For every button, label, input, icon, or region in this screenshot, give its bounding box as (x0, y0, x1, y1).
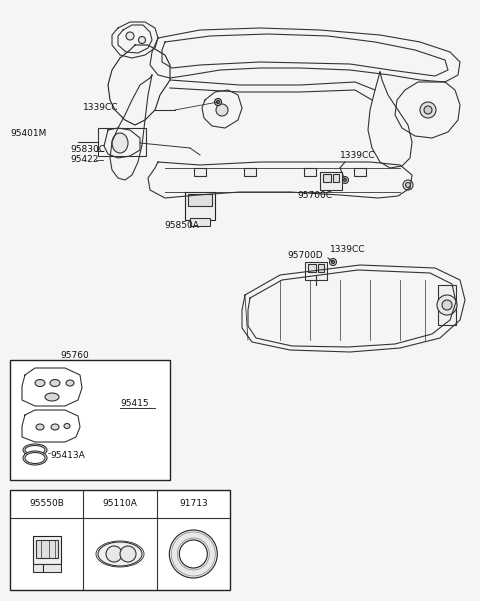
Bar (308, 264, 316, 272)
Ellipse shape (112, 133, 128, 153)
Ellipse shape (169, 530, 217, 578)
Circle shape (126, 32, 134, 40)
Circle shape (216, 100, 219, 103)
Text: 95760: 95760 (60, 350, 89, 359)
Text: 95830C: 95830C (70, 145, 105, 154)
Ellipse shape (66, 380, 74, 386)
Circle shape (437, 295, 457, 315)
Text: 1339CC: 1339CC (83, 103, 119, 112)
Bar (320, 172, 342, 190)
Bar (36, 540, 58, 558)
Text: 95850A: 95850A (165, 222, 199, 231)
Text: 95110A: 95110A (103, 499, 137, 508)
Circle shape (216, 104, 228, 116)
Ellipse shape (36, 424, 44, 430)
Text: 95415: 95415 (120, 400, 149, 409)
Circle shape (341, 177, 348, 183)
Circle shape (420, 102, 436, 118)
Text: 95700C: 95700C (298, 192, 333, 201)
Text: 95422: 95422 (70, 156, 98, 165)
Circle shape (344, 178, 347, 182)
Bar (185, 192, 215, 220)
Bar (305, 262, 327, 280)
Ellipse shape (25, 445, 45, 454)
Text: 1339CC: 1339CC (330, 245, 365, 254)
Circle shape (442, 300, 452, 310)
Ellipse shape (120, 546, 136, 562)
Bar (10, 490, 230, 590)
Ellipse shape (180, 540, 207, 568)
Text: 95413A: 95413A (50, 451, 85, 460)
Bar (33, 536, 60, 564)
Ellipse shape (23, 444, 47, 456)
Bar (10, 360, 170, 480)
Bar (333, 174, 339, 182)
Text: 91713: 91713 (179, 499, 208, 508)
Circle shape (403, 180, 413, 190)
Ellipse shape (23, 451, 47, 465)
Circle shape (406, 183, 410, 188)
Ellipse shape (106, 546, 122, 562)
Circle shape (329, 258, 336, 266)
Bar (318, 264, 324, 272)
Bar (194, 168, 206, 176)
Circle shape (332, 260, 335, 263)
Text: 95700D: 95700D (287, 251, 323, 260)
Circle shape (139, 37, 145, 43)
Bar (98, 128, 146, 156)
Circle shape (424, 106, 432, 114)
Bar (122, 546, 134, 562)
Circle shape (215, 99, 221, 106)
Bar (354, 168, 366, 176)
Bar (188, 194, 212, 206)
Ellipse shape (50, 379, 60, 386)
Ellipse shape (35, 379, 45, 386)
Bar (43, 564, 60, 572)
Text: 95401M: 95401M (10, 129, 47, 138)
Text: 1339CC: 1339CC (340, 150, 375, 159)
Ellipse shape (25, 453, 45, 463)
Bar (304, 168, 316, 176)
Bar (190, 218, 210, 226)
Bar (33, 564, 43, 572)
Ellipse shape (98, 542, 142, 566)
Ellipse shape (51, 424, 59, 430)
Bar (323, 174, 331, 182)
Text: 95550B: 95550B (29, 499, 64, 508)
Ellipse shape (64, 424, 70, 429)
Bar (438, 285, 456, 325)
Bar (244, 168, 256, 176)
Ellipse shape (45, 393, 59, 401)
